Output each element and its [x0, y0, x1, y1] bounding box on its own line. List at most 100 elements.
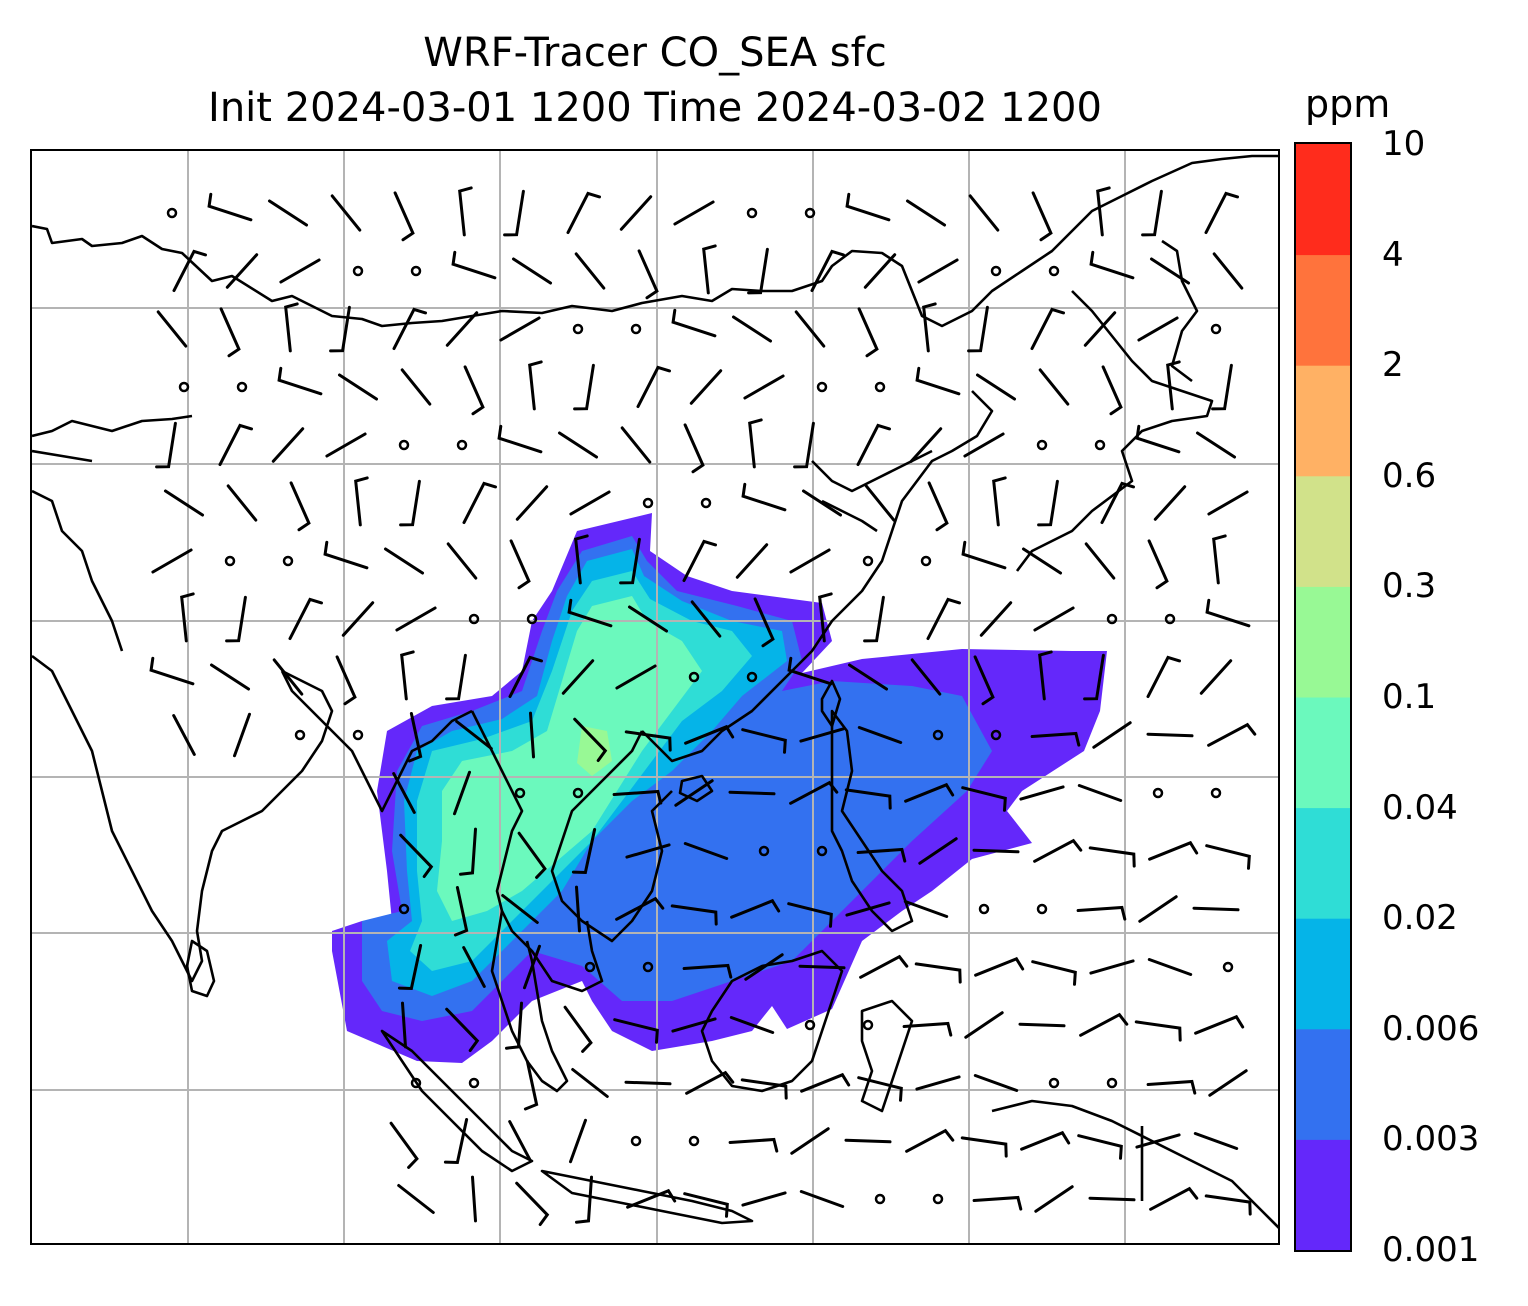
wind-barb [670, 904, 718, 926]
wind-barb [395, 606, 437, 632]
calm-wind-marker [700, 497, 712, 509]
wind-barb [497, 424, 543, 454]
wind-barb [964, 1011, 1004, 1039]
calm-wind-marker [630, 323, 642, 335]
colorbar-segment [1296, 918, 1350, 1030]
wind-barb [845, 192, 891, 222]
wind-barb [683, 423, 705, 474]
wind-barb [976, 373, 1016, 401]
wind-barb [1153, 485, 1187, 521]
coastline-west-asia [32, 414, 193, 652]
wind-barb [575, 1175, 593, 1224]
calm-wind-marker [410, 265, 422, 277]
wind-barb [857, 726, 903, 744]
wind-barb [445, 1007, 480, 1052]
wind-barb [787, 902, 833, 928]
coastlines [32, 154, 1278, 1229]
wind-barb [729, 1016, 775, 1034]
wind-barb [569, 490, 611, 516]
wind-barb [218, 423, 253, 467]
wind-barb [1079, 1012, 1129, 1037]
wind-barb [149, 656, 195, 686]
coastline-india [32, 654, 334, 983]
calm-wind-marker [990, 729, 1002, 741]
wind-barb [172, 249, 207, 293]
wind-barb [397, 944, 423, 991]
wind-barb [563, 1005, 593, 1053]
wind-barb [909, 427, 943, 463]
wind-barb [569, 1118, 587, 1164]
wind-barb [1083, 311, 1117, 347]
wind-barb [979, 601, 1013, 637]
wind-barb [927, 481, 949, 532]
calm-wind-marker [514, 787, 526, 799]
wind-barb [798, 964, 846, 970]
wind-barb [172, 714, 196, 756]
wind-barb [619, 195, 653, 231]
wind-barb [573, 717, 608, 762]
wind-barb [857, 1076, 903, 1102]
wind-barb [268, 199, 308, 227]
wind-barb [1205, 844, 1251, 870]
wind-barb [793, 421, 815, 469]
wind-barb [1092, 721, 1132, 749]
wind-barb [626, 1188, 677, 1209]
wind-barb [155, 421, 177, 469]
calm-wind-marker [456, 439, 468, 451]
wind-barb [960, 1136, 1008, 1158]
wind-barb [458, 186, 473, 237]
calm-wind-marker [1036, 439, 1048, 451]
wind-barb [574, 252, 606, 290]
wind-barb [902, 1021, 953, 1037]
wind-barb [1204, 191, 1239, 235]
wind-barb [1034, 1185, 1074, 1213]
wind-barb [341, 601, 375, 637]
calm-wind-marker [224, 555, 236, 567]
wind-barb [277, 366, 323, 396]
wind-barb [523, 944, 541, 990]
calm-wind-marker [874, 381, 886, 393]
wind-barb [799, 1190, 845, 1208]
colorbar-tick-label: 0.6 [1382, 455, 1437, 496]
calm-wind-marker [932, 1193, 944, 1205]
wind-barb [156, 310, 188, 348]
wind-barb [210, 663, 250, 691]
calm-wind-marker [1152, 787, 1164, 799]
wind-barb [915, 366, 961, 396]
wind-barb [744, 953, 784, 981]
wind-barb [225, 595, 247, 643]
calm-wind-marker [804, 1019, 816, 1031]
wind-barb [1137, 316, 1179, 342]
colorbar-tick-label: 0.001 [1382, 1230, 1480, 1270]
wind-barb [1084, 542, 1116, 580]
wind-barb [515, 1181, 550, 1226]
wind-barb [397, 1184, 435, 1214]
wind-barb [508, 1120, 532, 1162]
wind-barb [151, 548, 193, 574]
wind-barb [799, 727, 845, 743]
wind-barb [1077, 1134, 1123, 1160]
wind-barb [848, 663, 888, 691]
calm-wind-marker [920, 555, 932, 567]
wind-barb [289, 481, 311, 532]
wind-barb [400, 650, 415, 701]
wind-barb [1207, 490, 1249, 516]
calm-wind-marker [468, 1077, 480, 1089]
wind-barb [512, 257, 552, 285]
colorbar-segment [1296, 475, 1350, 587]
calm-wind-marker [862, 555, 874, 567]
wind-barb [787, 656, 833, 686]
calm-wind-marker [1036, 903, 1048, 915]
wind-barb [284, 302, 299, 353]
wind-barb [517, 831, 547, 879]
wind-barb [1141, 189, 1163, 237]
colorbar-tick-label: 0.006 [1382, 1008, 1480, 1049]
calm-wind-marker [282, 555, 294, 567]
colorbar-segment [1296, 586, 1350, 698]
coastline-philippines [830, 709, 914, 933]
wind-barb [399, 479, 421, 527]
wind-barb [1100, 481, 1135, 525]
wind-barb [446, 542, 478, 580]
wind-barb [974, 956, 1025, 977]
wind-barb [856, 423, 891, 467]
